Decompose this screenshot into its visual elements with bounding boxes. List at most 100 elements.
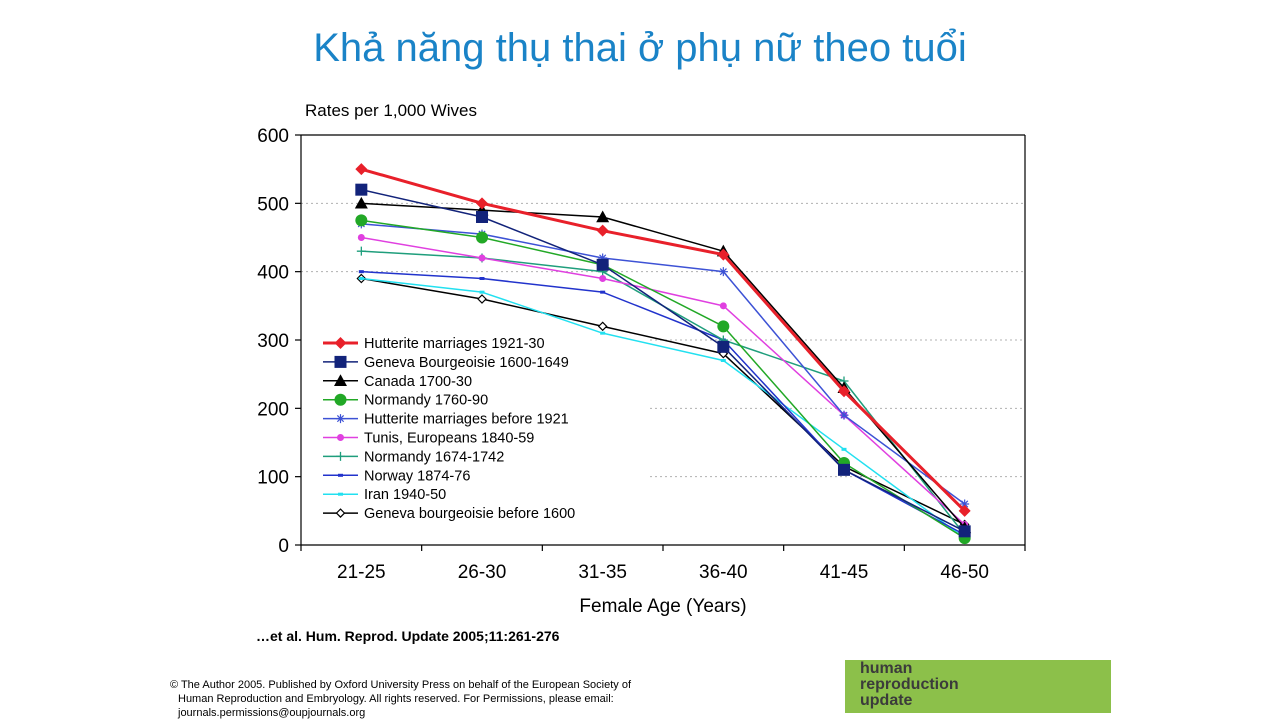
legend-item: Normandy 1674-1742 <box>323 449 504 465</box>
x-tick-label: 36-40 <box>699 562 748 583</box>
legend-label: Norway 1874-76 <box>364 468 470 484</box>
point <box>600 290 606 294</box>
y-tick-label: 100 <box>257 468 289 489</box>
point <box>336 451 345 461</box>
series <box>355 183 971 538</box>
point <box>357 234 365 241</box>
point <box>336 414 345 424</box>
series-line <box>360 167 966 512</box>
legend-item: Iran 1940-50 <box>323 487 446 503</box>
point <box>599 275 607 282</box>
legend-label: Canada 1700-30 <box>364 374 472 390</box>
point <box>355 214 368 227</box>
legend-item: Normandy 1760-90 <box>323 393 488 409</box>
point <box>596 224 609 237</box>
point <box>598 253 608 263</box>
logo-line: update <box>860 692 913 709</box>
point <box>839 410 849 420</box>
logo-line: reproduction <box>860 676 959 693</box>
legend-label: Hutterite marriages 1921-30 <box>364 336 545 352</box>
point <box>355 163 368 176</box>
point <box>338 473 343 477</box>
chart-series <box>354 163 972 545</box>
copyright-line: journals.permissions@oupjournals.org <box>178 707 366 719</box>
legend-item: Geneva bourgeoisie before 1600 <box>323 506 575 522</box>
point <box>476 211 488 223</box>
point <box>355 183 368 196</box>
y-tick-label: 0 <box>278 536 289 557</box>
x-tick-label: 26-30 <box>458 562 507 583</box>
copyright-line: Human Reproduction and Embryology. All r… <box>178 693 614 705</box>
series-line <box>361 236 966 526</box>
point <box>600 331 606 335</box>
legend-item: Norway 1874-76 <box>323 468 470 484</box>
series-line <box>361 219 966 539</box>
point <box>476 231 488 244</box>
legend-label: Normandy 1760-90 <box>364 393 488 409</box>
copyright-line: © The Author 2005. Published by Oxford U… <box>170 679 632 691</box>
point <box>720 359 726 362</box>
citation: …et al. Hum. Reprod. Update 2005;11:261-… <box>256 628 560 644</box>
point <box>334 355 347 368</box>
point <box>479 290 485 294</box>
point <box>717 320 730 333</box>
point <box>718 267 728 277</box>
series-line <box>361 188 966 533</box>
point <box>356 246 366 256</box>
point <box>960 499 970 509</box>
point <box>958 504 971 517</box>
x-tick-label: 21-25 <box>337 562 386 583</box>
y-tick-label: 300 <box>257 331 289 352</box>
point <box>838 385 850 398</box>
series <box>355 163 971 517</box>
point <box>597 321 608 332</box>
legend-item: Canada 1700-30 <box>323 374 472 390</box>
point <box>717 340 730 353</box>
journal-logo: human reproduction update <box>845 660 1111 713</box>
legend-item: Tunis, Europeans 1840-59 <box>323 431 534 447</box>
slide-title: Khả năng thụ thai ở phụ nữ theo tuổi <box>313 26 967 70</box>
point <box>477 294 487 304</box>
x-tick-label: 31-35 <box>578 562 627 583</box>
point <box>338 492 343 496</box>
point <box>354 196 368 209</box>
point <box>478 254 486 262</box>
chart-legend: Hutterite marriages 1921-30 Geneva Bourge… <box>323 336 575 522</box>
series-line <box>361 223 966 505</box>
point <box>958 525 971 538</box>
point <box>719 302 727 310</box>
y-tick-label: 600 <box>257 126 289 147</box>
point <box>717 248 730 261</box>
y-tick-label: 500 <box>257 194 289 215</box>
point <box>334 374 347 386</box>
y-tick-label: 400 <box>257 263 289 284</box>
logo-line: human <box>860 660 913 677</box>
point <box>596 258 609 271</box>
point <box>596 210 610 223</box>
point <box>358 277 364 280</box>
y-axis-label: Rates per 1,000 Wives <box>305 101 477 120</box>
x-axis-label: Female Age (Years) <box>579 596 746 617</box>
point <box>479 277 485 280</box>
x-tick-label: 41-45 <box>820 562 869 583</box>
legend-label: Tunis, Europeans 1840-59 <box>364 431 534 447</box>
y-tick-label: 200 <box>257 399 289 420</box>
chart-axes: 0 100 200 300 400 500 600 21-25 26-30 31-35 36-40 4… <box>257 126 1026 583</box>
point <box>358 270 364 274</box>
copyright-notice: © The Author 2005. Published by Oxford U… <box>170 678 690 720</box>
legend-item: Hutterite marriages before 1921 <box>323 412 569 428</box>
legend-label: Hutterite marriages before 1921 <box>364 412 569 428</box>
point <box>476 197 488 210</box>
point <box>337 434 344 441</box>
point <box>334 393 347 406</box>
x-tick-label: 46-50 <box>940 562 989 583</box>
series-line <box>361 277 966 539</box>
legend-label: Geneva Bourgeoisie 1600-1649 <box>364 355 569 371</box>
point <box>334 337 347 349</box>
legend-label: Iran 1940-50 <box>364 487 446 503</box>
point <box>841 447 847 451</box>
legend-item: Geneva Bourgeoisie 1600-1649 <box>323 355 569 371</box>
legend-label: Normandy 1674-1742 <box>364 449 504 465</box>
legend-label: Geneva bourgeoisie before 1600 <box>364 506 575 522</box>
